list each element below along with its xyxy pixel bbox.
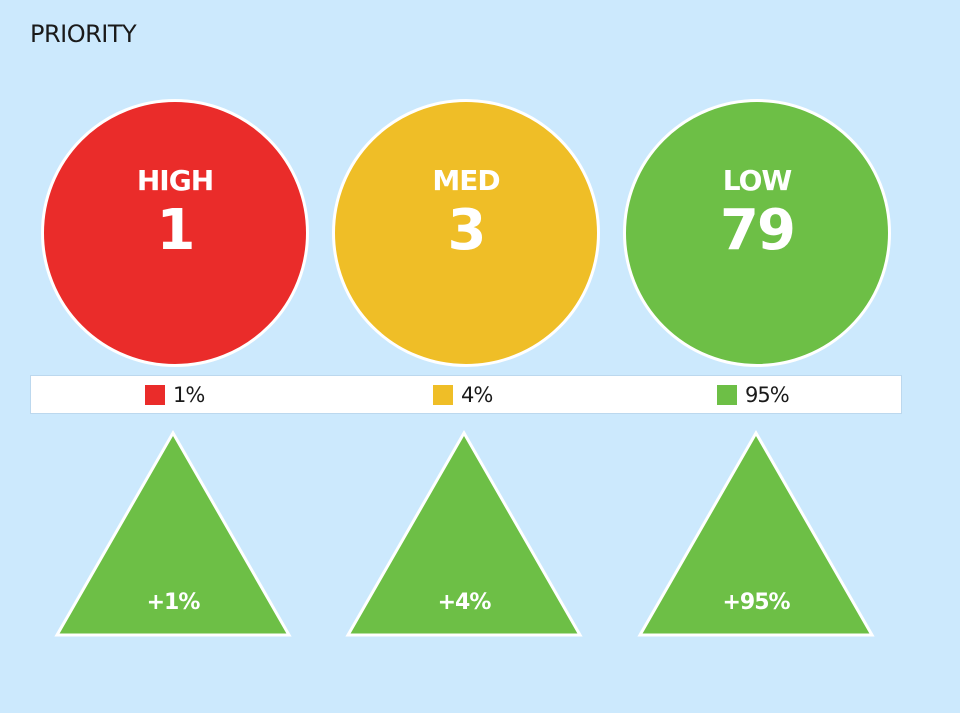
med-priority-circle[interactable]: MED 3: [332, 99, 600, 367]
low-trend-value: +95%: [722, 590, 790, 615]
low-trend: +95%: [636, 430, 876, 638]
high-label: HIGH: [136, 164, 214, 197]
low-count: 79: [720, 198, 796, 263]
low-percent: 95%: [745, 383, 790, 407]
high-count: 1: [156, 198, 196, 263]
med-label: MED: [432, 164, 500, 197]
high-trend-value: +1%: [146, 590, 201, 615]
triangle-up-icon: [54, 430, 292, 637]
legend-bar: 1% 4% 95%: [30, 375, 902, 414]
low-label: LOW: [722, 164, 793, 197]
med-trend: +4%: [344, 430, 584, 638]
panel-title: PRIORITY: [30, 20, 137, 48]
high-trend: +1%: [53, 430, 293, 638]
high-percent: 1%: [173, 383, 205, 407]
med-count: 3: [447, 198, 487, 263]
med-trend-value: +4%: [437, 590, 492, 615]
med-percent: 4%: [461, 383, 493, 407]
triangle-up-icon: [345, 430, 583, 637]
triangle-up-icon: [637, 430, 875, 637]
high-swatch: [145, 385, 165, 405]
high-priority-circle[interactable]: HIGH 1: [41, 99, 309, 367]
legend-item-low: 95%: [717, 383, 790, 407]
low-priority-circle[interactable]: LOW 79: [623, 99, 891, 367]
med-swatch: [433, 385, 453, 405]
legend-item-high: 1%: [145, 383, 205, 407]
low-swatch: [717, 385, 737, 405]
legend-item-med: 4%: [433, 383, 493, 407]
